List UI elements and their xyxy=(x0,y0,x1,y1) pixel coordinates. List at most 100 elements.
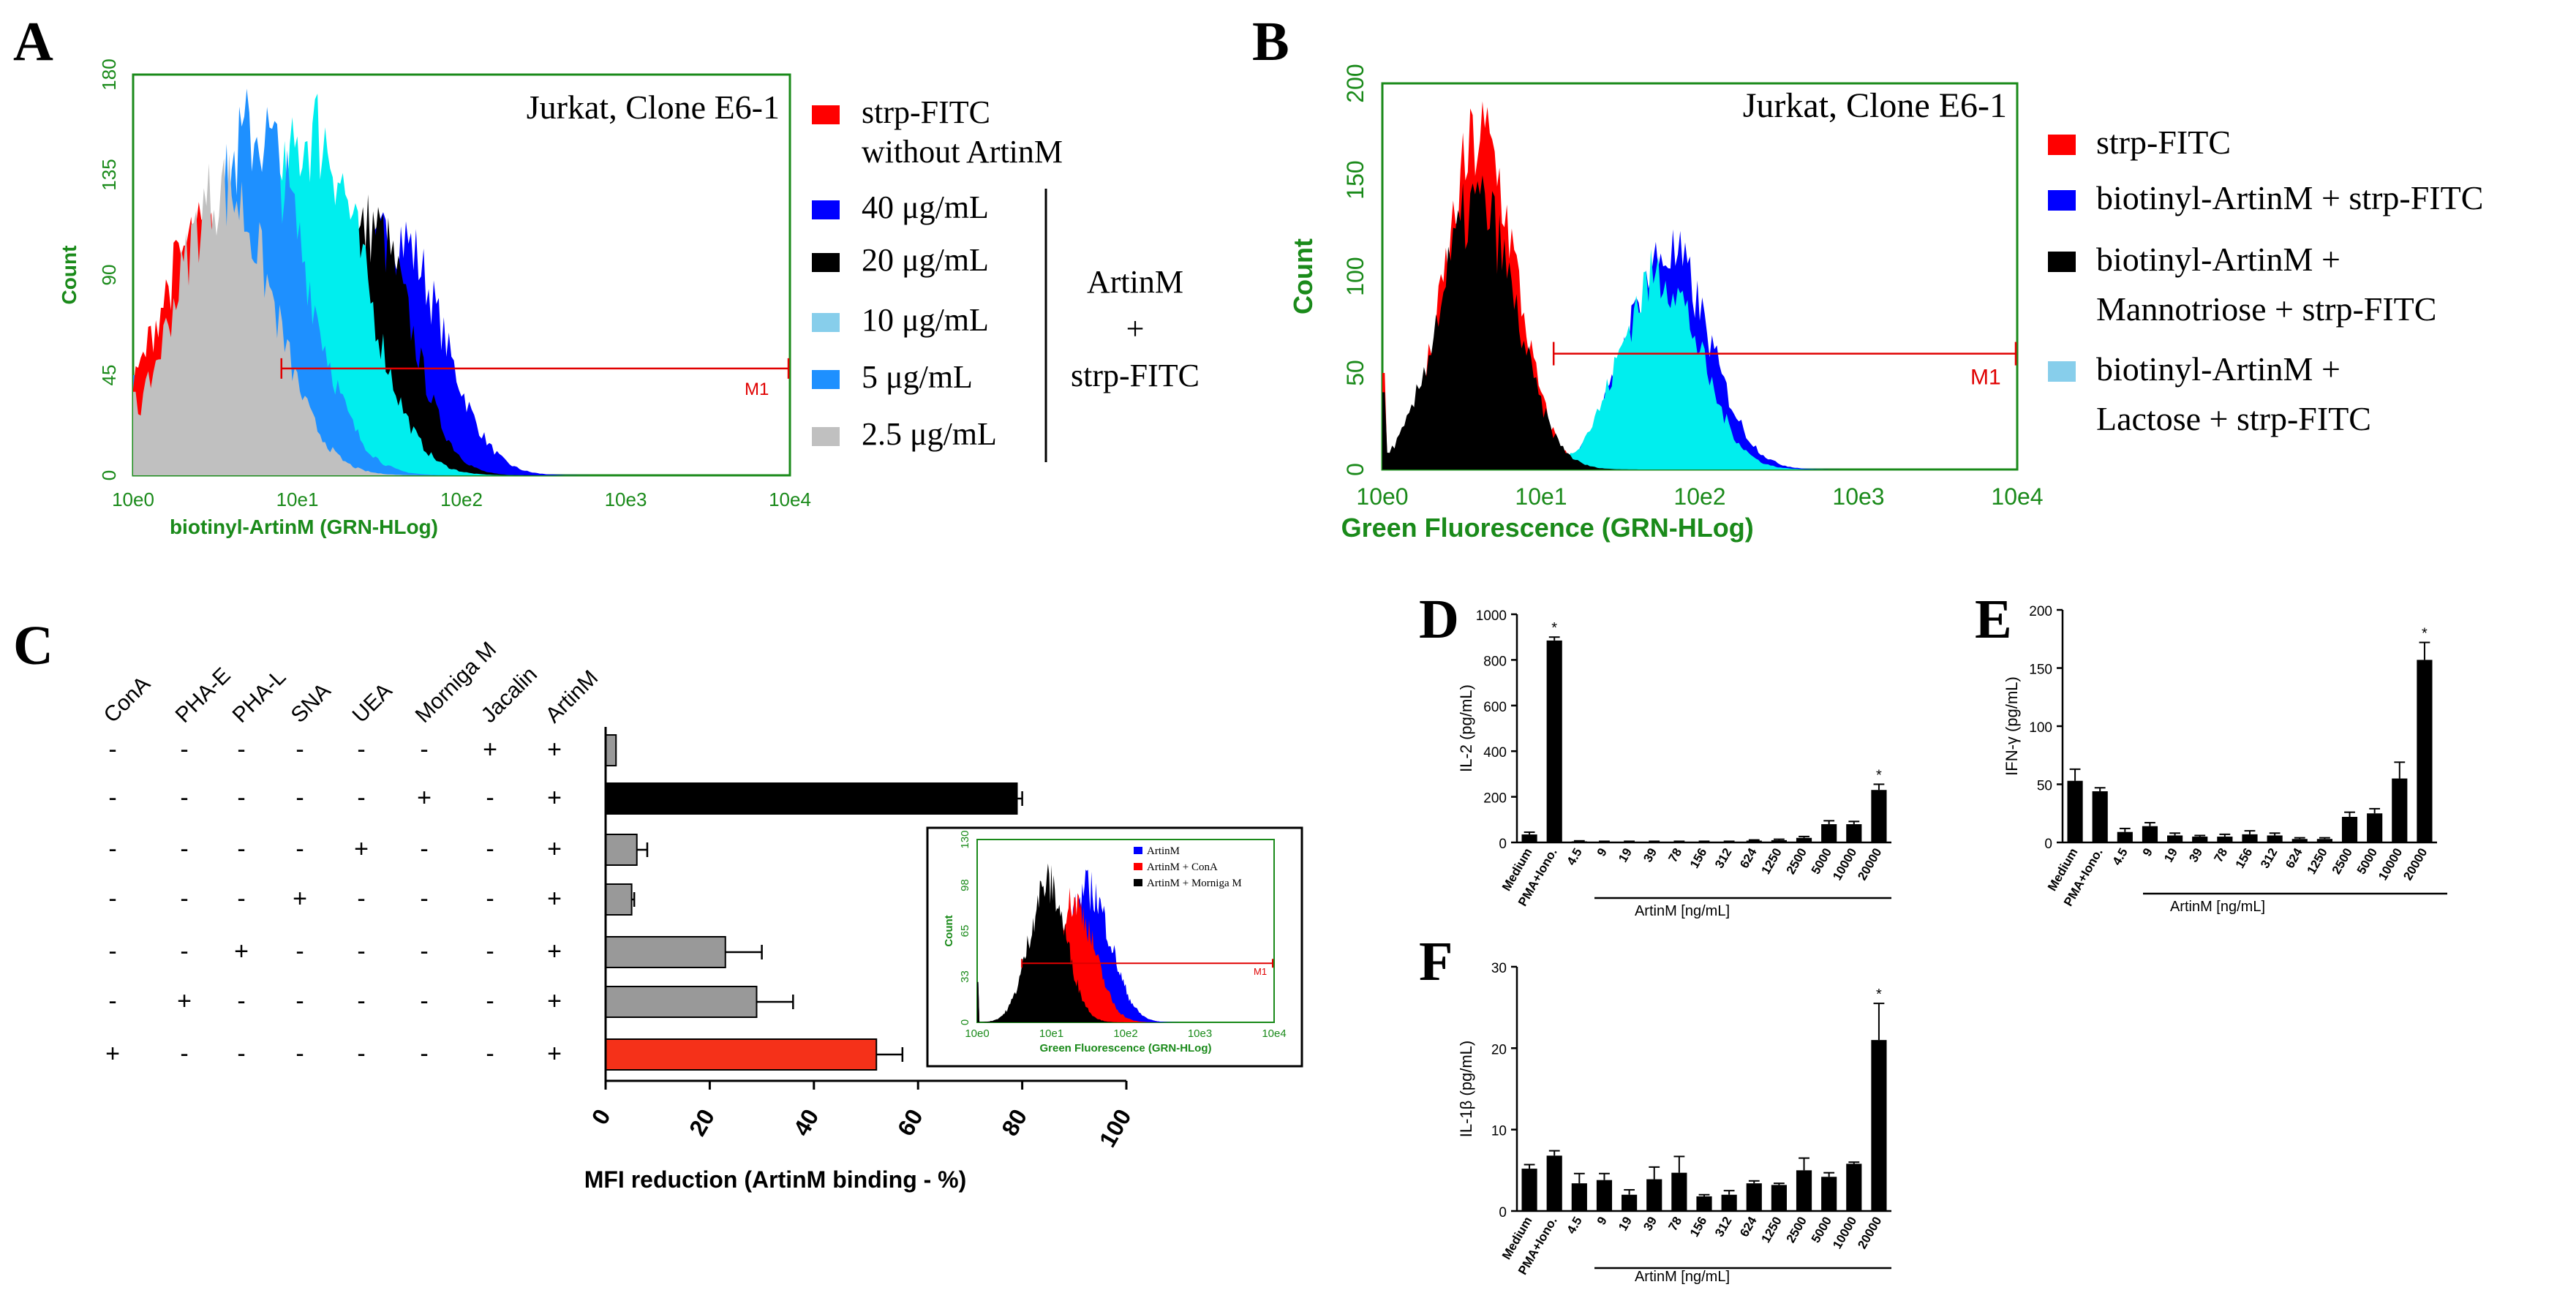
sign-cell: + xyxy=(547,736,562,763)
histogram-series xyxy=(1382,175,2017,469)
sign-cell: - xyxy=(108,987,116,1015)
y-tick-label: 33 xyxy=(959,970,971,983)
x-tick-label: 19 xyxy=(2161,846,2180,865)
x-tick-label: 10e3 xyxy=(1832,483,1884,510)
x-axis-label: MFI reduction (ArtinM binding - %) xyxy=(584,1166,967,1193)
bar xyxy=(2217,837,2233,842)
bar xyxy=(1521,834,1537,842)
panel-letter-b: B xyxy=(1252,11,1289,72)
x-tick-label: 10000 xyxy=(1830,1215,1859,1251)
panel-letter-f: F xyxy=(1419,931,1453,992)
sign-cell: - xyxy=(237,987,245,1015)
sign-cell: - xyxy=(486,784,494,812)
y-axis-label: IFN-γ (pg/mL) xyxy=(2003,676,2021,776)
sign-cell: - xyxy=(357,736,365,763)
legend-label: Lactose + strp-FITC xyxy=(2096,400,2371,437)
sign-cell: - xyxy=(420,987,428,1015)
x-tick-label: 60 xyxy=(892,1105,928,1141)
x-tick-label: 9 xyxy=(1594,846,1610,859)
legend-swatch xyxy=(2048,135,2076,155)
bar xyxy=(605,1038,878,1071)
x-tick-label: 312 xyxy=(2258,846,2281,871)
bar xyxy=(605,734,617,766)
y-tick-label: 65 xyxy=(959,925,971,938)
bar xyxy=(1796,1170,1812,1211)
inset-legend-swatch xyxy=(1134,879,1142,886)
x-tick-label: 624 xyxy=(1737,845,1760,871)
x-tick-label: 0 xyxy=(587,1105,616,1129)
histogram-series xyxy=(977,869,1274,1022)
x-tick-label: 40 xyxy=(788,1105,824,1141)
x-tick-label: 20000 xyxy=(1855,1215,1884,1251)
sign-cell: + xyxy=(547,784,562,812)
x-tick-label: 10e3 xyxy=(605,488,647,510)
significance-star: * xyxy=(2422,626,2428,642)
sign-cell: - xyxy=(357,784,365,812)
bar xyxy=(2242,834,2258,842)
sign-cell: - xyxy=(486,938,494,965)
sign-cell: - xyxy=(295,784,304,812)
inset-legend-label: ArtinM xyxy=(1147,845,1180,857)
bar xyxy=(605,883,633,916)
x-tick-label: 10e2 xyxy=(1113,1027,1137,1040)
legend-swatch xyxy=(2048,190,2076,211)
sign-cell: - xyxy=(108,938,116,965)
y-tick-label: 0 xyxy=(1499,837,1507,852)
x-tick-label: 78 xyxy=(1665,1215,1684,1234)
y-tick-label: 0 xyxy=(2044,837,2052,852)
sign-cell: - xyxy=(180,736,188,763)
bar xyxy=(1871,1040,1887,1211)
histogram-series xyxy=(977,863,1274,1022)
y-tick-label: 45 xyxy=(98,365,120,386)
bar xyxy=(1871,790,1887,842)
bar xyxy=(1821,824,1837,842)
x-tick-label: 624 xyxy=(2283,845,2305,871)
y-tick-label: 200 xyxy=(2029,604,2052,619)
sign-cell: + xyxy=(105,1040,120,1068)
sign-cell: - xyxy=(108,736,116,763)
x-tick-label: 19 xyxy=(1616,846,1635,865)
y-tick-label: 50 xyxy=(2037,779,2052,794)
bar xyxy=(1721,1194,1737,1211)
legend-label: 20 μg/mL xyxy=(862,242,989,278)
y-tick-label: 150 xyxy=(1342,160,1368,199)
x-axis-label: Green Fluorescence (GRN-HLog) xyxy=(1039,1042,1211,1055)
bar xyxy=(2291,839,2308,842)
x-tick-label: 2500 xyxy=(2330,846,2355,877)
x-tick-label: 10e4 xyxy=(769,488,811,510)
sign-cell: - xyxy=(180,938,188,965)
bar xyxy=(605,936,726,968)
histogram-series xyxy=(1382,229,2017,469)
x-tick-label: 10e0 xyxy=(1356,483,1408,510)
panel-d-bar-chart: Medium*PMA+Iono. 4.5 9 19 39 78 156 312 62412502… xyxy=(1457,608,1891,919)
sign-cell: - xyxy=(237,1040,245,1068)
inset-legend-swatch xyxy=(1134,863,1142,870)
inset-legend-label: ArtinM + ConA xyxy=(1147,861,1218,873)
significance-star: * xyxy=(1551,620,1557,636)
sign-cell: - xyxy=(237,784,245,812)
legend-label: biotinyl-ArtinM + xyxy=(2096,241,2340,278)
legend-label: strp-FITC xyxy=(862,94,990,130)
bar xyxy=(1771,1185,1787,1211)
x-tick-label: 624 xyxy=(1737,1214,1760,1240)
x-tick-label: 1250 xyxy=(1758,1215,1784,1245)
column-header: UEA xyxy=(348,679,397,728)
y-tick-label: 180 xyxy=(98,59,120,90)
legend-label: biotinyl-ArtinM + xyxy=(2096,350,2340,388)
bar xyxy=(2267,835,2283,842)
bar xyxy=(2192,837,2208,842)
x-tick-label: 4.5 xyxy=(1564,1215,1585,1237)
legend-swatch xyxy=(812,313,840,332)
legend-swatch xyxy=(2048,361,2076,382)
bar xyxy=(2316,839,2332,842)
sign-cell: - xyxy=(486,885,494,913)
bar xyxy=(2392,778,2408,842)
bar xyxy=(1771,840,1787,842)
y-tick-label: 200 xyxy=(1342,64,1368,102)
sign-cell: - xyxy=(295,987,304,1015)
sign-cell: + xyxy=(293,885,307,913)
sign-cell: - xyxy=(180,784,188,812)
x-tick-label: 10000 xyxy=(2376,846,2405,883)
y-tick-label: 0 xyxy=(98,470,120,480)
group-label: ArtinM [ng/mL] xyxy=(1635,903,1730,919)
